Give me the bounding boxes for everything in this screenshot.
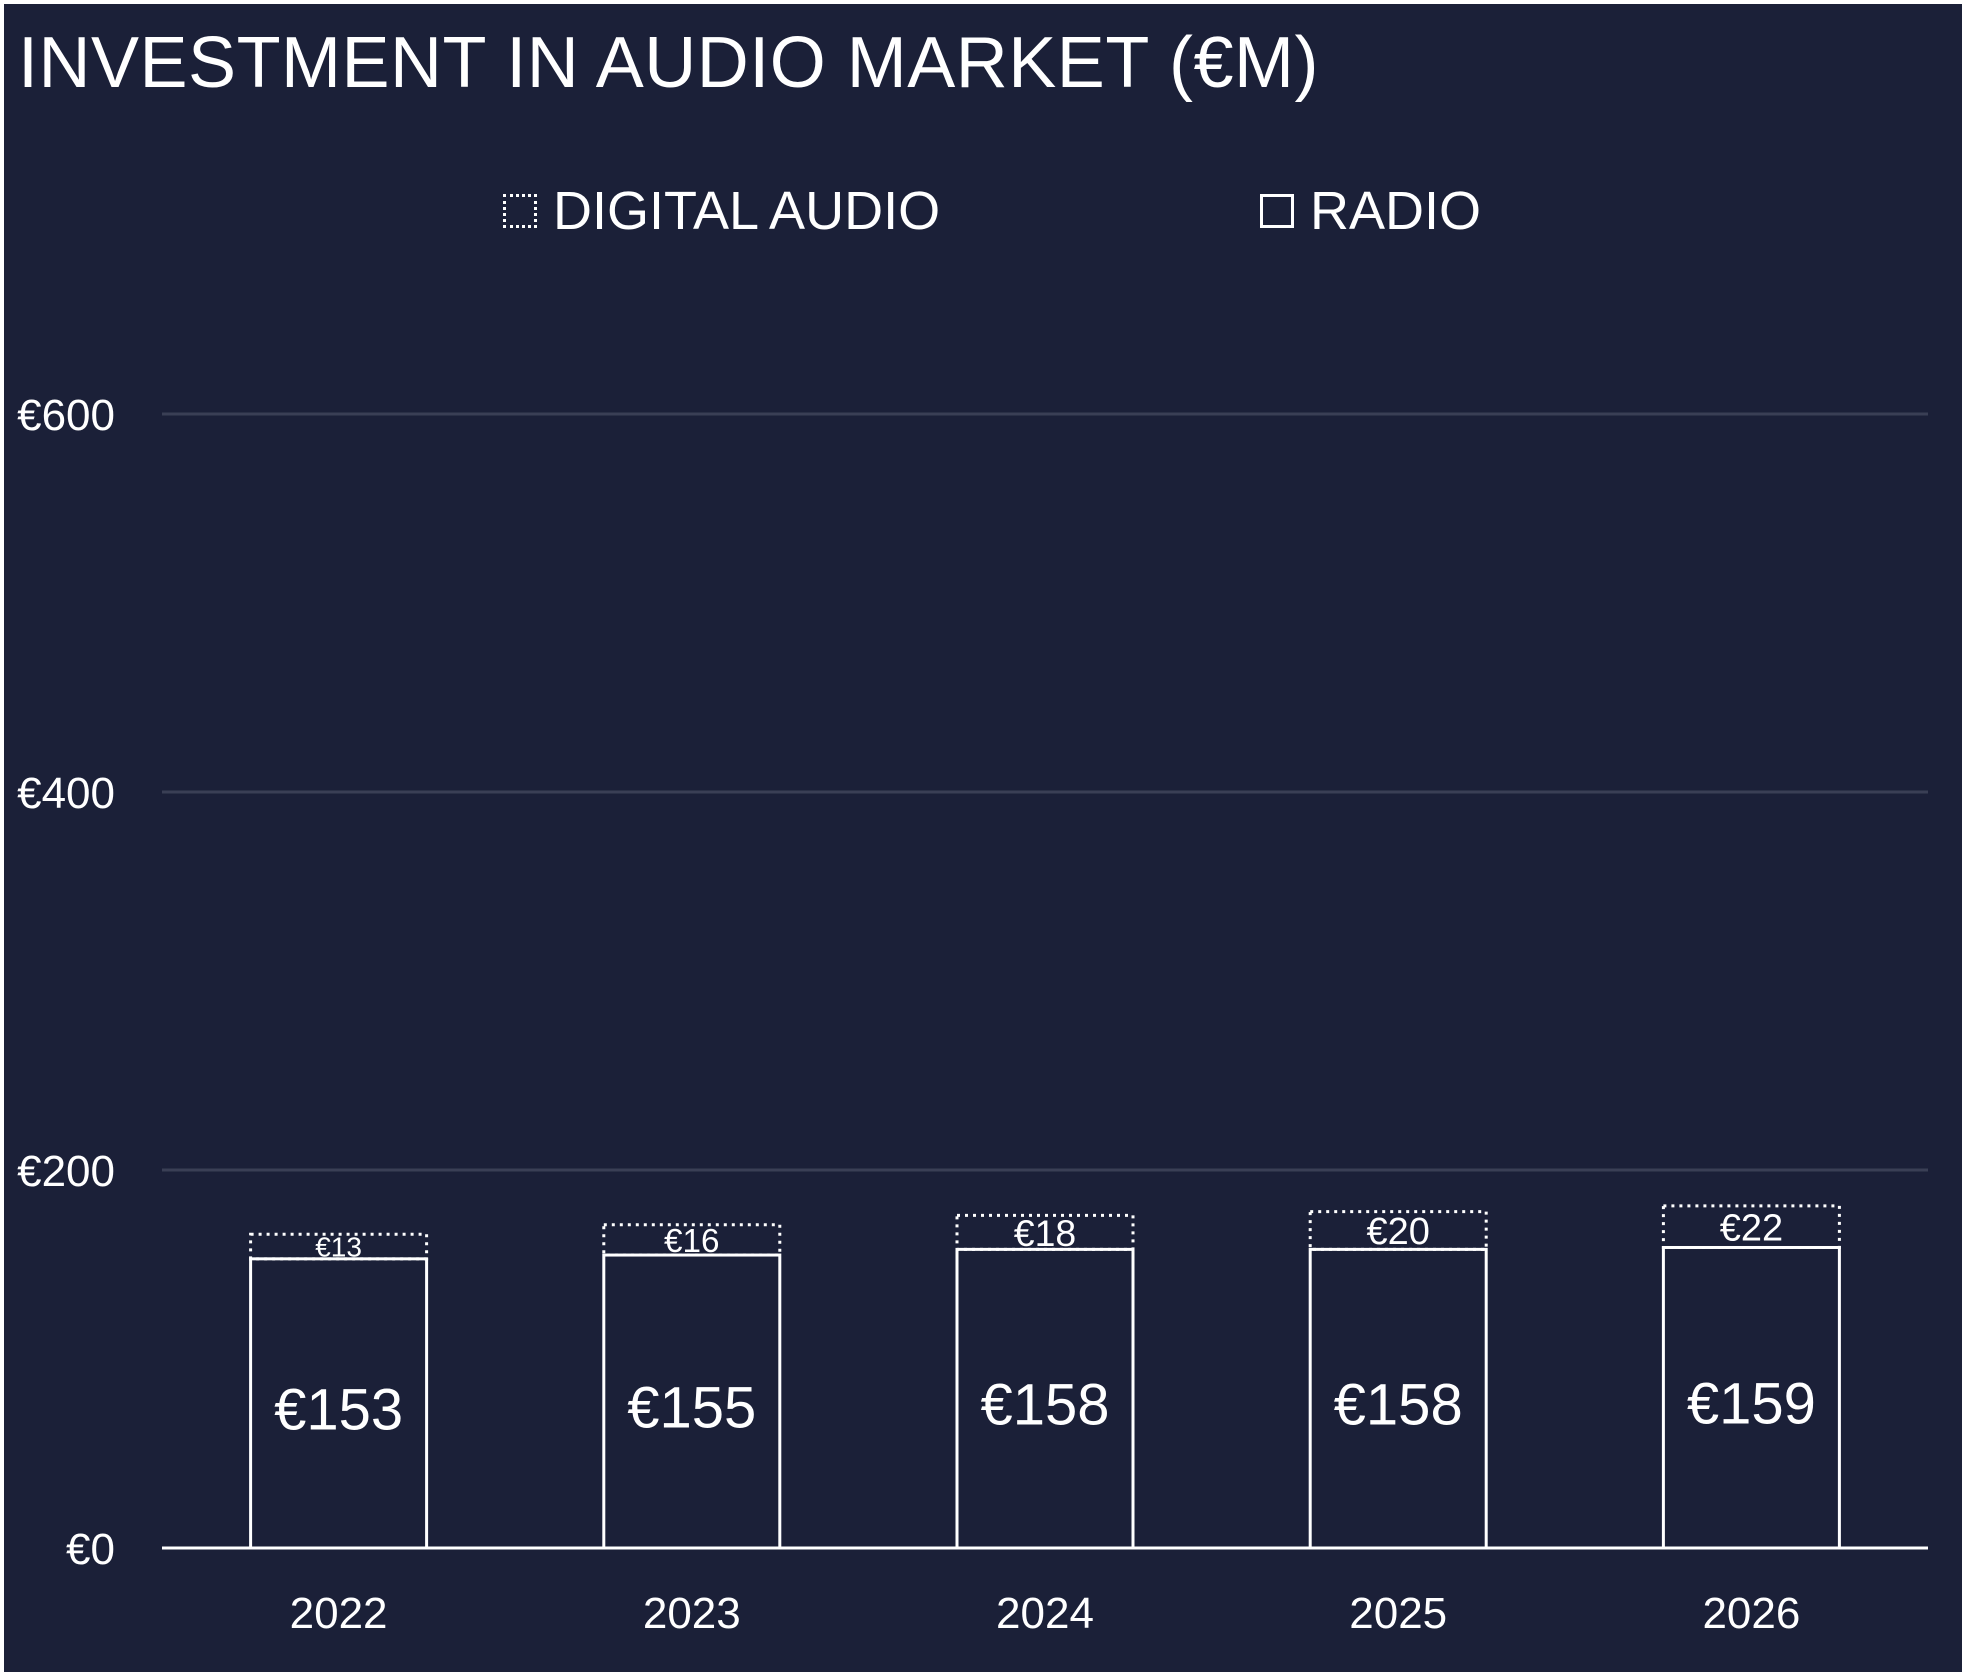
bar-radio bbox=[1308, 1247, 1488, 1550]
legend-radio-label: RADIO bbox=[1310, 181, 1482, 241]
bar-digital-audio bbox=[1661, 1204, 1841, 1249]
bar-digital-audio bbox=[602, 1223, 782, 1257]
radio-swatch bbox=[1260, 194, 1294, 228]
bar-radio bbox=[602, 1253, 782, 1550]
bar-label-radio: €155 bbox=[627, 1376, 756, 1441]
legend-digital-audio-label: DIGITAL AUDIO bbox=[553, 181, 941, 241]
x-tick-label: 2025 bbox=[1349, 1589, 1447, 1638]
x-tick-label: 2026 bbox=[1702, 1589, 1800, 1638]
y-tick-label: €200 bbox=[17, 1147, 115, 1196]
digital-audio-swatch bbox=[503, 194, 537, 228]
bar-digital-audio bbox=[249, 1232, 429, 1261]
legend-radio: RADIO bbox=[1260, 180, 1481, 242]
bar-digital-audio bbox=[1308, 1210, 1488, 1251]
bar-label-radio: €158 bbox=[980, 1373, 1109, 1438]
chart-panel bbox=[4, 4, 1962, 1672]
legend-digital-audio: DIGITAL AUDIO bbox=[503, 180, 940, 242]
bar-label-digital-audio: €22 bbox=[1720, 1207, 1783, 1249]
bar-digital-audio bbox=[955, 1213, 1135, 1251]
bar-label-radio: €159 bbox=[1687, 1372, 1816, 1437]
y-tick-label: €400 bbox=[17, 769, 115, 818]
x-tick-label: 2024 bbox=[996, 1589, 1094, 1638]
bar-label-digital-audio: €20 bbox=[1366, 1211, 1429, 1253]
y-tick-label: €0 bbox=[66, 1525, 115, 1574]
bar-label-digital-audio: €13 bbox=[315, 1232, 362, 1263]
chart-title: INVESTMENT IN AUDIO MARKET (€M) bbox=[18, 23, 1319, 103]
bar-label-digital-audio: €16 bbox=[664, 1223, 719, 1260]
bar-label-digital-audio: €18 bbox=[1014, 1212, 1076, 1254]
bar-label-radio: €158 bbox=[1334, 1373, 1463, 1438]
x-tick-label: 2022 bbox=[290, 1589, 388, 1638]
x-tick-label: 2023 bbox=[643, 1589, 741, 1638]
y-tick-label: €600 bbox=[17, 391, 115, 440]
bar-label-radio: €153 bbox=[274, 1377, 403, 1442]
